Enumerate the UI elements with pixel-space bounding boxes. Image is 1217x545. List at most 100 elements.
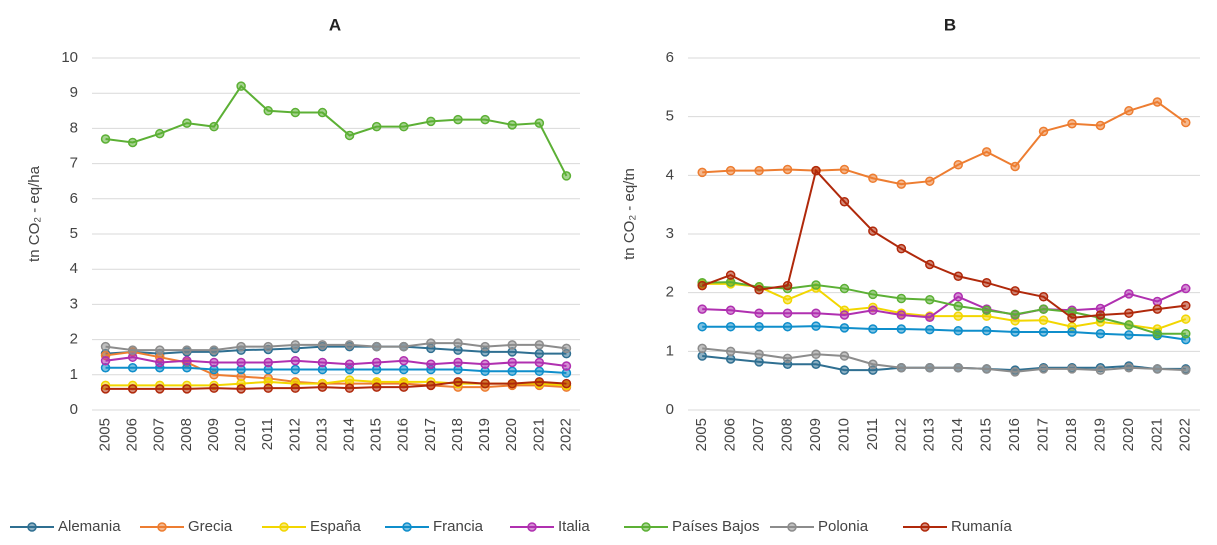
point xyxy=(925,294,935,305)
legend-label: Polonia xyxy=(818,518,869,535)
legend-marker xyxy=(641,522,651,532)
point xyxy=(1152,296,1163,307)
point xyxy=(754,321,764,332)
point xyxy=(1095,120,1106,131)
point xyxy=(344,359,355,369)
point xyxy=(925,324,935,335)
point xyxy=(371,382,382,392)
point xyxy=(263,106,273,116)
point xyxy=(725,165,736,176)
point xyxy=(399,121,409,132)
point xyxy=(697,167,707,178)
point xyxy=(925,176,935,186)
point xyxy=(896,179,907,189)
point xyxy=(1152,364,1163,374)
point xyxy=(896,363,907,373)
point xyxy=(697,351,707,361)
point xyxy=(754,308,764,318)
point xyxy=(1095,310,1106,320)
point xyxy=(453,114,463,125)
point xyxy=(426,359,436,369)
point xyxy=(1181,328,1191,339)
point xyxy=(981,305,992,316)
point xyxy=(1181,314,1191,324)
point xyxy=(1010,367,1020,377)
point xyxy=(782,321,793,332)
point xyxy=(344,340,355,350)
point xyxy=(100,134,111,144)
x-tick-label: 2009 xyxy=(205,418,222,451)
x-tick-label: 2022 xyxy=(557,418,574,451)
point xyxy=(839,196,850,207)
point xyxy=(981,277,992,288)
y-tick-label: 10 xyxy=(61,49,78,66)
point xyxy=(1010,161,1020,172)
series-line xyxy=(105,84,568,177)
point xyxy=(953,363,963,373)
point xyxy=(480,114,490,125)
x-tick-label: 2013 xyxy=(921,418,938,451)
x-tick-label: 2018 xyxy=(449,418,466,451)
x-tick-label: 2016 xyxy=(395,418,412,451)
legend-marker xyxy=(402,522,412,532)
point xyxy=(263,357,273,368)
point xyxy=(754,165,764,176)
y-tick-label: 0 xyxy=(70,401,78,418)
point xyxy=(534,366,545,377)
point xyxy=(1038,364,1049,374)
point xyxy=(507,120,517,130)
point xyxy=(868,305,878,316)
y-tick-label: 2 xyxy=(70,331,78,348)
x-tick-label: 2018 xyxy=(1063,418,1080,451)
series-line xyxy=(702,347,1186,373)
point xyxy=(1152,328,1163,339)
point xyxy=(507,378,517,389)
point xyxy=(754,349,764,360)
y-tick-label: 7 xyxy=(70,155,78,172)
point xyxy=(1124,330,1134,340)
x-tick-label: 2007 xyxy=(151,418,168,451)
point xyxy=(1038,304,1049,314)
series-line xyxy=(105,356,567,367)
point xyxy=(263,383,273,393)
point xyxy=(953,326,963,336)
point xyxy=(209,357,219,368)
point xyxy=(426,338,436,348)
point xyxy=(317,107,328,118)
point xyxy=(981,147,992,157)
point xyxy=(754,284,764,295)
point xyxy=(1095,365,1106,375)
series-line xyxy=(702,282,1187,331)
series-line xyxy=(701,168,1186,319)
y-tick-label: 3 xyxy=(70,295,78,312)
point xyxy=(1124,308,1134,318)
point xyxy=(317,382,328,392)
legend-label: Rumanía xyxy=(951,518,1013,535)
point xyxy=(236,81,246,91)
x-tick-label: 2012 xyxy=(892,418,909,451)
point xyxy=(534,348,545,359)
point xyxy=(1038,315,1049,325)
point xyxy=(100,341,111,352)
point xyxy=(725,354,736,364)
point xyxy=(953,271,963,281)
legend-label: Grecia xyxy=(188,518,233,535)
point xyxy=(236,384,246,394)
point xyxy=(1181,365,1191,375)
point xyxy=(1124,320,1134,330)
point xyxy=(782,280,793,291)
point xyxy=(561,361,572,371)
point xyxy=(290,107,301,118)
point xyxy=(697,304,707,314)
point xyxy=(344,130,355,141)
point xyxy=(371,121,382,132)
point xyxy=(782,308,793,318)
point xyxy=(896,310,907,320)
legend-marker xyxy=(157,522,167,532)
x-tick-label: 2019 xyxy=(1091,418,1108,451)
x-tick-label: 2022 xyxy=(1177,418,1194,451)
x-tick-label: 2005 xyxy=(693,418,710,451)
point xyxy=(1067,327,1077,337)
point xyxy=(1038,126,1049,137)
point xyxy=(839,164,850,175)
